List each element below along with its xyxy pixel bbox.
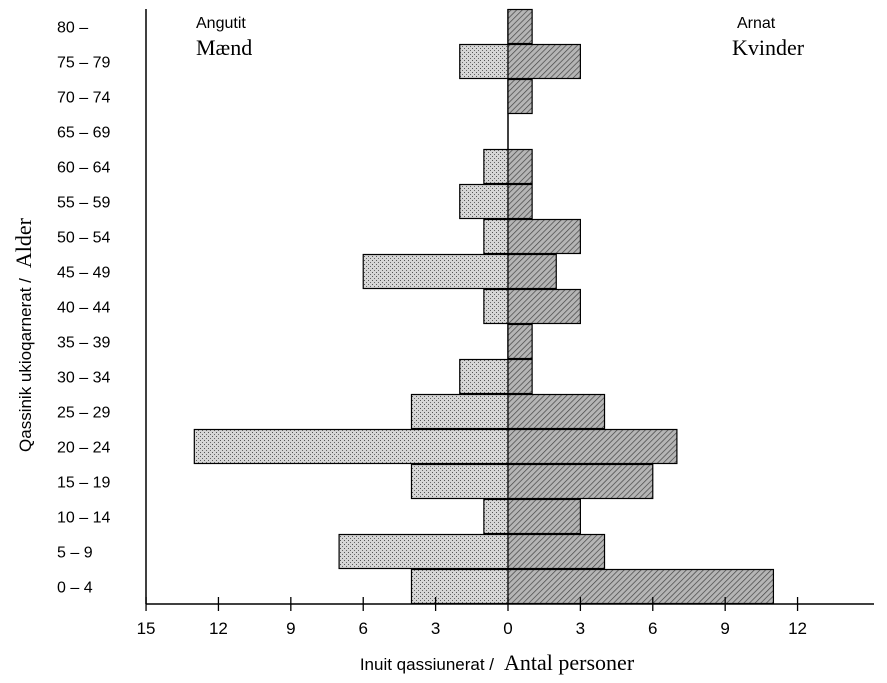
age-group-label: 40 – 44 [57, 300, 110, 317]
women-bar-2 [507, 498, 581, 535]
men-bar-15 [459, 43, 509, 80]
x-tick-labels: 15 12 9 6 3 0 3 6 9 12 [137, 619, 807, 638]
x-tick-marks [145, 597, 799, 611]
y-axis-title-secondary: Alder [11, 217, 36, 268]
age-group-label: 70 – 74 [57, 90, 110, 107]
men-bar-0 [410, 568, 509, 605]
men-bar-5 [410, 393, 509, 430]
x-tick-label: 0 [503, 619, 512, 638]
men-bar-2 [483, 498, 509, 535]
women-bar-5 [507, 393, 606, 430]
x-tick-label: 12 [788, 619, 807, 638]
x-tick-label: 9 [286, 619, 295, 638]
x-tick-label: 15 [137, 619, 156, 638]
age-group-label: 5 – 9 [57, 545, 93, 562]
men-bar-10 [483, 218, 509, 255]
men-bar-3 [410, 463, 509, 500]
age-group-label: 35 – 39 [57, 335, 110, 352]
men-bar-9 [362, 253, 509, 290]
x-axis-title-primary: Inuit qassiunerat / [360, 655, 494, 674]
women-bar-10 [507, 218, 581, 255]
women-bar-6 [507, 358, 533, 395]
age-group-label: 60 – 64 [57, 160, 110, 177]
women-bar-12 [507, 148, 533, 185]
y-axis-title: Qassinik ukioqarnerat / Alder [11, 217, 36, 452]
x-tick-label: 3 [431, 619, 440, 638]
women-bar-0 [507, 568, 775, 605]
age-group-label: 50 – 54 [57, 230, 110, 247]
men-bar-12 [483, 148, 509, 185]
age-group-label: 25 – 29 [57, 405, 110, 422]
age-group-label: 30 – 34 [57, 370, 110, 387]
men-bar-1 [338, 533, 509, 570]
women-bar-3 [507, 463, 654, 500]
women-bar-14 [507, 78, 533, 115]
age-group-labels: 0 – 4 5 – 9 10 – 14 15 – 19 20 – 24 25 – 29 30… [57, 20, 110, 597]
age-group-label: 75 – 79 [57, 55, 110, 72]
age-group-label: 20 – 24 [57, 440, 110, 457]
men-bar-11 [459, 183, 509, 220]
women-bar-1 [507, 533, 606, 570]
x-tick-label: 3 [576, 619, 585, 638]
x-tick-label: 6 [648, 619, 657, 638]
women-bar-11 [507, 183, 533, 220]
men-bar-4 [193, 428, 509, 465]
women-label-primary: Arnat [737, 15, 776, 32]
age-group-label: 65 – 69 [57, 125, 110, 142]
y-axis-title-primary: Qassinik ukioqarnerat / [16, 278, 35, 452]
women-bar-4 [507, 428, 678, 465]
women-label-secondary: Kvinder [732, 35, 805, 60]
x-tick-label: 9 [720, 619, 729, 638]
age-group-label: 55 – 59 [57, 195, 110, 212]
age-group-label: 80 – [57, 20, 88, 37]
age-group-label: 10 – 14 [57, 510, 110, 527]
women-bars [507, 8, 775, 605]
men-bar-6 [459, 358, 509, 395]
x-axis-title-secondary: Antal personer [504, 650, 635, 675]
men-bar-8 [483, 288, 509, 325]
x-tick-label: 6 [358, 619, 367, 638]
women-bar-15 [507, 43, 581, 80]
men-label-secondary: Mænd [196, 35, 252, 60]
x-axis-title: Inuit qassiunerat / Antal personer [360, 650, 635, 675]
women-bar-9 [507, 253, 557, 290]
women-bar-8 [507, 288, 581, 325]
women-bar-7 [507, 323, 533, 360]
men-label-primary: Angutit [196, 15, 246, 32]
age-group-label: 15 – 19 [57, 475, 110, 492]
x-tick-label: 12 [209, 619, 228, 638]
age-group-label: 45 – 49 [57, 265, 110, 282]
men-bars [193, 43, 509, 605]
women-bar-16 [507, 8, 533, 45]
age-group-label: 0 – 4 [57, 580, 93, 597]
